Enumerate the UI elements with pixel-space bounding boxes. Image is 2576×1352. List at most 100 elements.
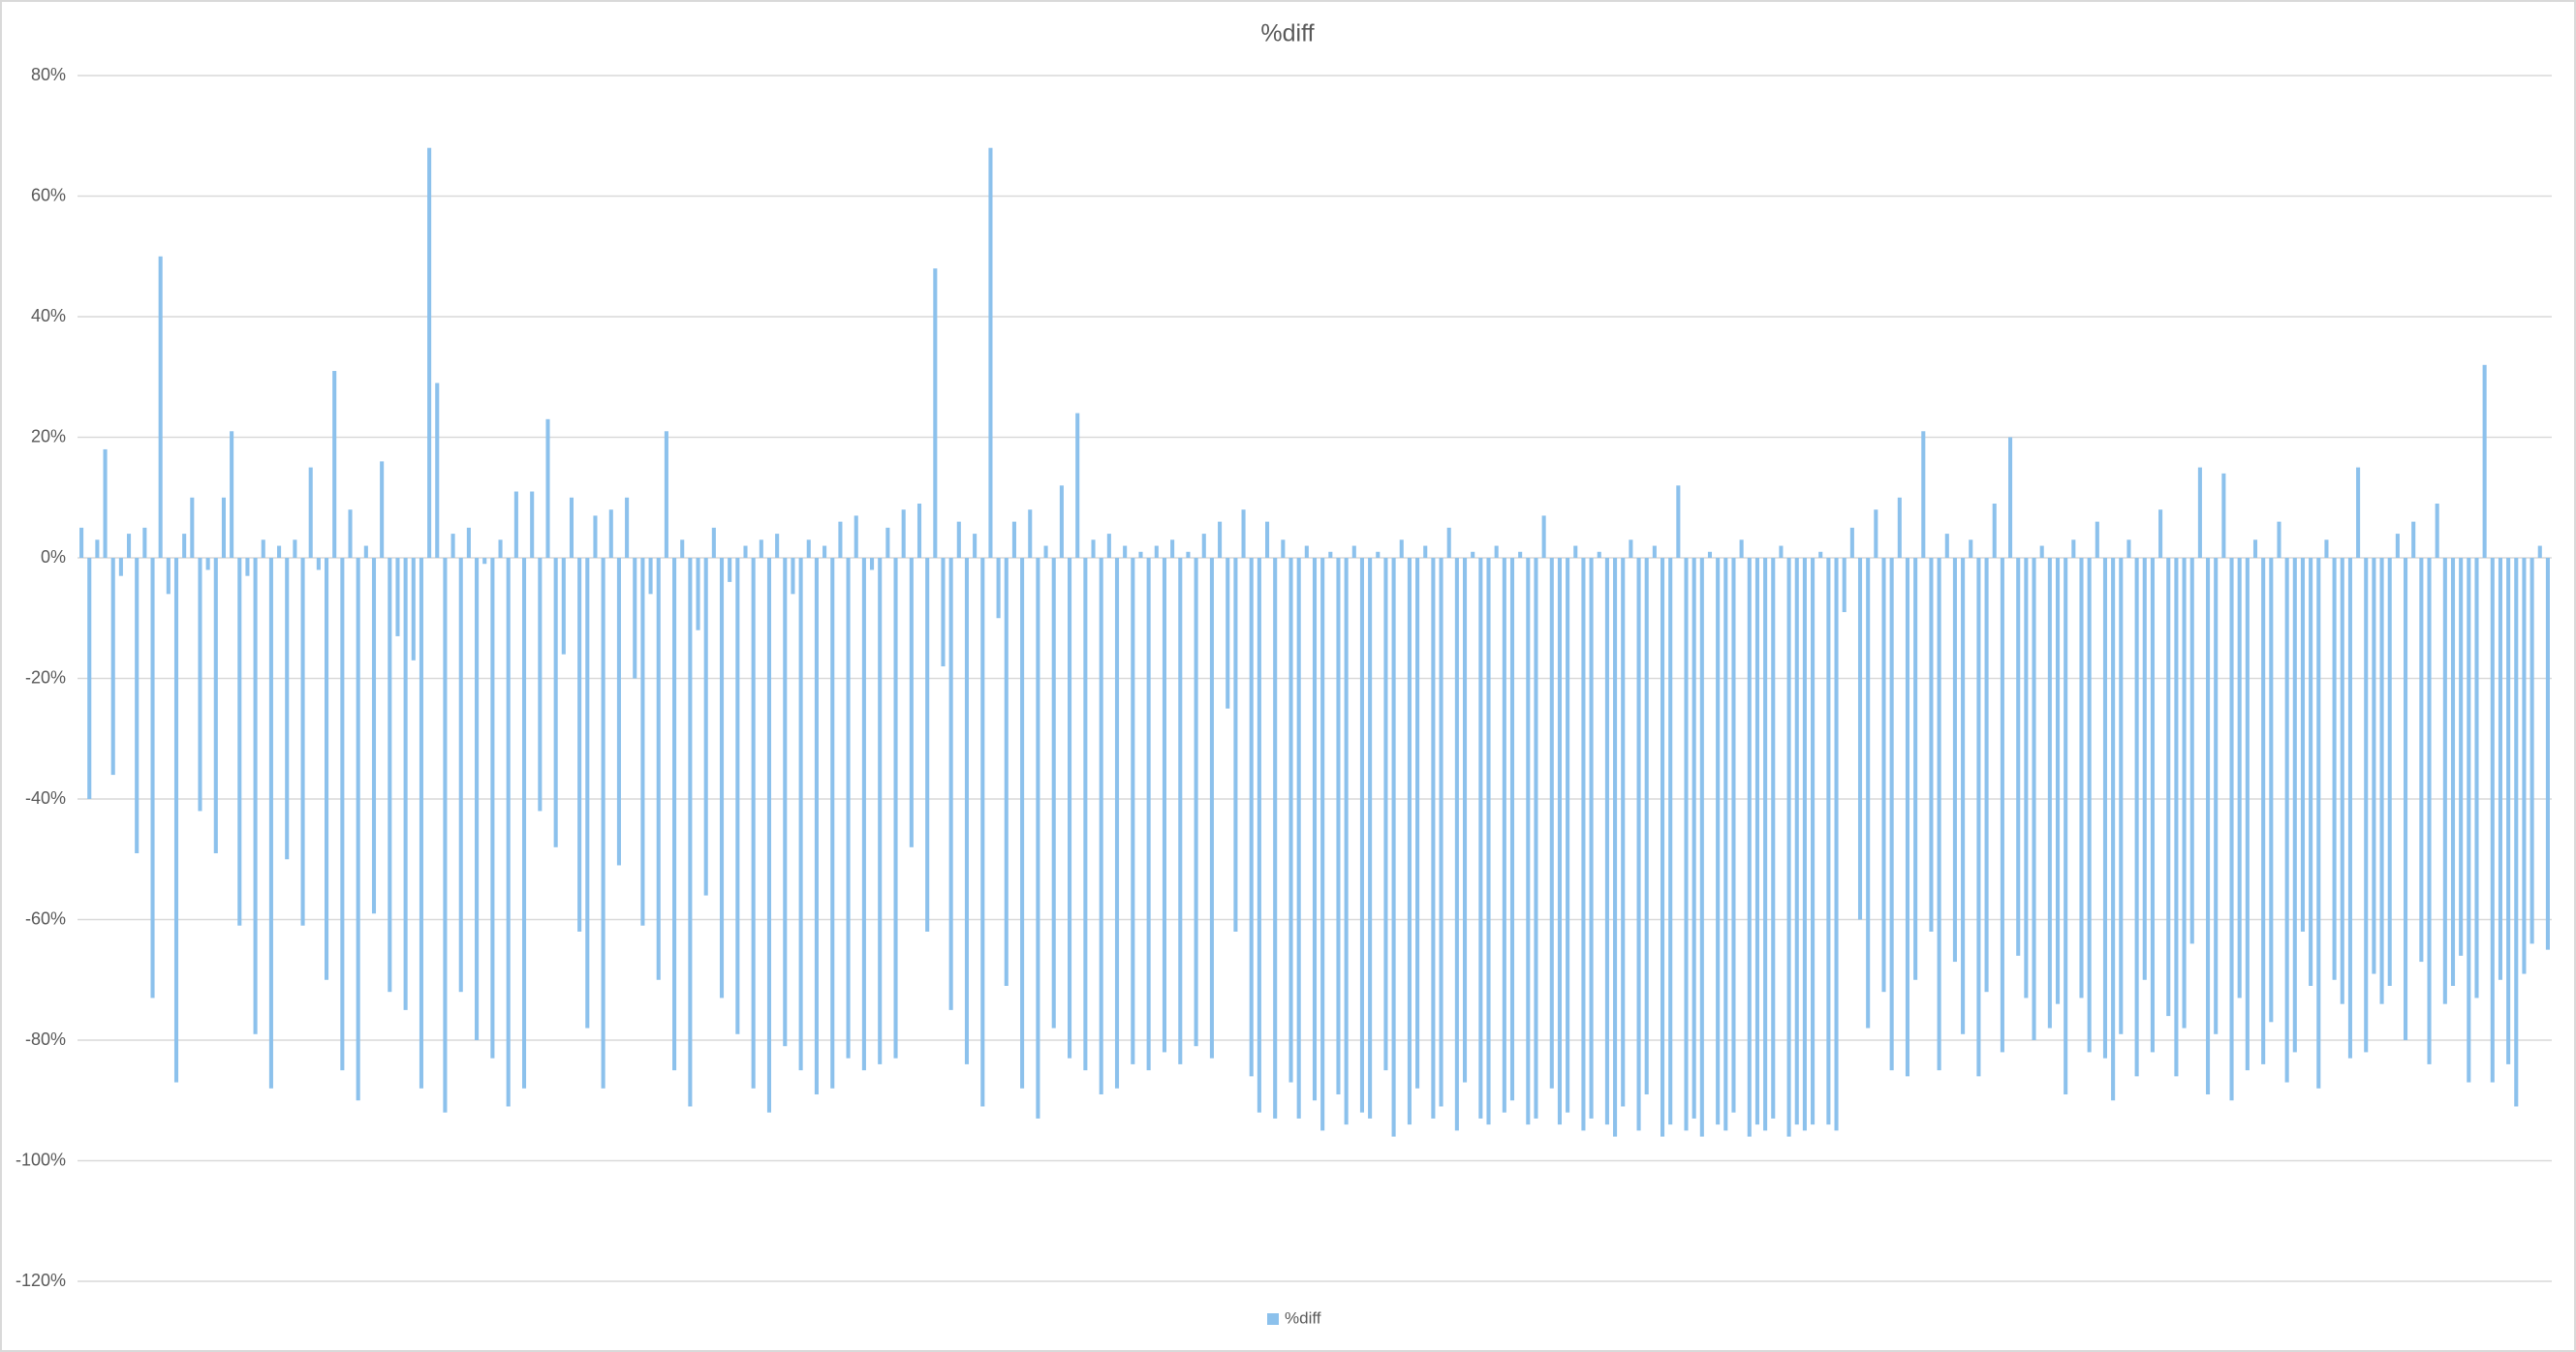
bar — [1976, 558, 1981, 1077]
bar — [277, 545, 282, 558]
bar — [1557, 558, 1562, 1125]
bar — [806, 539, 811, 558]
y-tick-label: -80% — [25, 1029, 66, 1049]
bar — [182, 534, 187, 558]
bar — [1739, 539, 1744, 558]
bar — [2214, 558, 2219, 1034]
y-tick-label: -20% — [25, 667, 66, 687]
bar — [1415, 558, 1420, 1089]
bar — [2008, 437, 2013, 558]
bar — [1961, 558, 1966, 1034]
bar — [1028, 509, 1033, 558]
bar — [245, 558, 250, 576]
bar — [2411, 521, 2416, 558]
bar — [2482, 364, 2487, 558]
bar — [1328, 551, 1333, 558]
bar — [1866, 558, 1871, 1029]
bar — [1471, 551, 1475, 558]
bar — [1209, 558, 1214, 1059]
bar — [2395, 534, 2400, 558]
bar — [1288, 558, 1293, 1083]
bar — [475, 558, 480, 1040]
bar — [1304, 545, 1309, 558]
bar — [2126, 539, 2131, 558]
bar — [1320, 558, 1325, 1131]
bar — [2047, 558, 2052, 1029]
bar — [1691, 558, 1696, 1119]
bar — [608, 509, 613, 558]
bar — [830, 558, 835, 1089]
bar — [585, 558, 590, 1029]
bar — [1011, 521, 1016, 558]
bar — [135, 558, 140, 854]
bar — [2459, 558, 2464, 956]
bar — [1351, 545, 1356, 558]
bar — [2079, 558, 2084, 999]
bar — [1526, 558, 1531, 1125]
bar — [2490, 558, 2495, 1083]
bar — [1075, 413, 1080, 558]
bar — [2506, 558, 2511, 1064]
bar — [2142, 558, 2147, 980]
bar — [561, 558, 566, 655]
bar — [870, 558, 875, 570]
bar — [1068, 558, 1072, 1059]
y-tick-label: -100% — [16, 1150, 66, 1169]
bar — [956, 521, 961, 558]
bar — [1549, 558, 1554, 1089]
bar — [2529, 558, 2534, 944]
bar — [996, 558, 1001, 619]
bar — [1889, 558, 1894, 1071]
bar — [1779, 545, 1784, 558]
bar — [933, 268, 938, 558]
bar — [2150, 558, 2155, 1053]
bar — [2189, 558, 2194, 944]
bar — [103, 448, 108, 558]
bar — [1043, 545, 1048, 558]
bar — [1518, 551, 1523, 558]
bar — [443, 558, 448, 1113]
y-tick-label: -60% — [25, 908, 66, 928]
bar — [735, 558, 740, 1034]
bar — [633, 558, 637, 679]
bar — [2404, 558, 2408, 1040]
bar — [79, 527, 84, 558]
bar — [316, 558, 321, 570]
bar — [2134, 558, 2139, 1077]
bar — [1597, 551, 1601, 558]
bar — [719, 558, 725, 999]
bar — [230, 431, 234, 558]
bar — [1051, 558, 1056, 1029]
bar — [925, 558, 930, 932]
bar — [680, 539, 685, 558]
bar — [893, 558, 898, 1059]
bar — [696, 558, 700, 630]
bar — [569, 497, 574, 558]
bar — [1684, 558, 1689, 1131]
bar — [2032, 558, 2036, 1040]
bar — [1004, 558, 1009, 986]
bar — [1707, 551, 1713, 558]
bar — [403, 558, 408, 1010]
bar — [711, 527, 716, 558]
bar — [1201, 534, 1206, 558]
bar — [2309, 558, 2313, 986]
bar — [1138, 551, 1143, 558]
bar — [885, 527, 890, 558]
bar — [1391, 558, 1396, 1137]
bar — [419, 558, 423, 1089]
bar — [1849, 527, 1854, 558]
y-tick-label: 60% — [31, 185, 66, 204]
bar — [1794, 558, 1799, 1125]
bar — [1226, 558, 1230, 709]
bar — [1731, 558, 1736, 1113]
bar — [1921, 431, 1926, 558]
bar — [1359, 558, 1364, 1113]
bar — [688, 558, 693, 1107]
bar — [1454, 558, 1459, 1131]
bar — [2419, 558, 2424, 963]
bar — [909, 558, 914, 847]
bar — [2252, 539, 2258, 558]
bar — [1747, 558, 1752, 1137]
